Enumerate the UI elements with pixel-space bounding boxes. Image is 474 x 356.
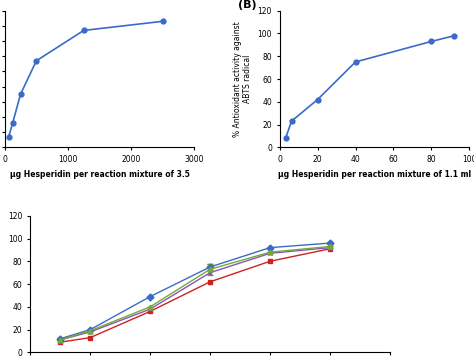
Line: CIRA: CIRA xyxy=(58,246,332,345)
CIAD xyxy=(147,307,153,311)
CIRA xyxy=(87,335,93,340)
CIAD xyxy=(87,330,93,334)
CIRA xyxy=(147,309,153,314)
Text: (B): (B) xyxy=(238,0,256,10)
CIAD xyxy=(207,271,213,275)
X-axis label: μg Hesperidin per reaction mixture of 3.5: μg Hesperidin per reaction mixture of 3.… xyxy=(9,169,190,179)
Y-axis label: % Antioxidant activity against ABTS
radical: % Antioxidant activity against ABTS radi… xyxy=(0,215,2,353)
CIAD xyxy=(327,246,333,250)
CIAD xyxy=(267,251,273,256)
CIRA xyxy=(327,247,333,251)
Line: CIAD: CIAD xyxy=(58,245,332,342)
CIRA xyxy=(267,259,273,263)
CIAD xyxy=(57,338,63,342)
Y-axis label: % Antioxidant activity against
ABTS radical: % Antioxidant activity against ABTS radi… xyxy=(233,21,252,137)
CIRA xyxy=(57,340,63,344)
X-axis label: μg Hesperidin per reaction mixture of 1.1 ml: μg Hesperidin per reaction mixture of 1.… xyxy=(278,169,471,179)
CIRA xyxy=(207,280,213,284)
